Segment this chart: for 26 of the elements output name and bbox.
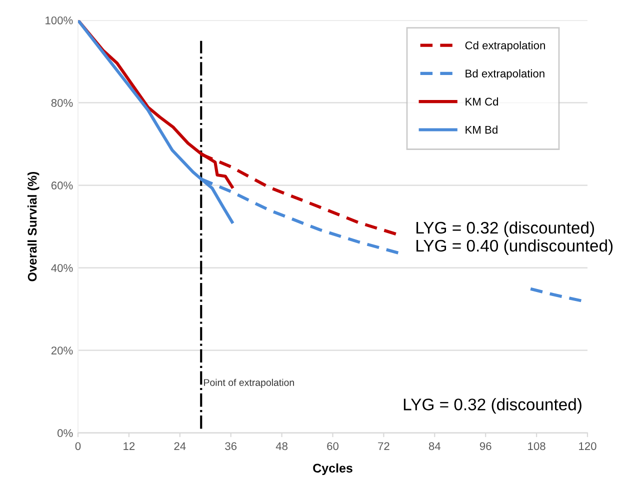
x-tick-label: 96	[480, 442, 492, 450]
y-tick-label: 80%	[51, 99, 73, 107]
x-tick-label: 24	[174, 442, 186, 450]
annotation: LYG = 0.32 (discounted) LYG = 0.40 (undiscounted)	[416, 221, 613, 255]
x-tick-label: 48	[276, 442, 288, 450]
x-tick-label: 0	[75, 442, 81, 450]
y-tick-label: 40%	[51, 264, 73, 272]
y-tick-label: 60%	[51, 182, 73, 190]
legend-label: Bd extrapolation	[466, 69, 544, 80]
annotation: LYG = 0.32 (discounted)	[404, 398, 582, 414]
y-tick-label: 100%	[46, 16, 73, 24]
x-tick-label: 60	[327, 442, 338, 450]
x-tick-label: 72	[378, 442, 390, 450]
x-tick-label: 120	[579, 442, 596, 450]
y-tick-label: 0%	[58, 429, 73, 438]
legend-label: KM Bd	[466, 126, 498, 134]
x-axis-title: Cycles	[313, 463, 352, 476]
x-tick-label: 12	[124, 442, 135, 450]
legend-label: Cd extrapolation	[465, 41, 545, 52]
legend-label: KM Cd	[466, 97, 498, 106]
x-tick-label: 108	[528, 442, 546, 450]
x-tick-label: 36	[225, 442, 237, 450]
y-tick-label: 20%	[51, 346, 73, 354]
x-tick-label: 84	[428, 442, 440, 450]
ref-line-label: Point of extrapolation	[204, 378, 294, 388]
y-axis-title: Overall Survial (%)	[28, 172, 40, 282]
